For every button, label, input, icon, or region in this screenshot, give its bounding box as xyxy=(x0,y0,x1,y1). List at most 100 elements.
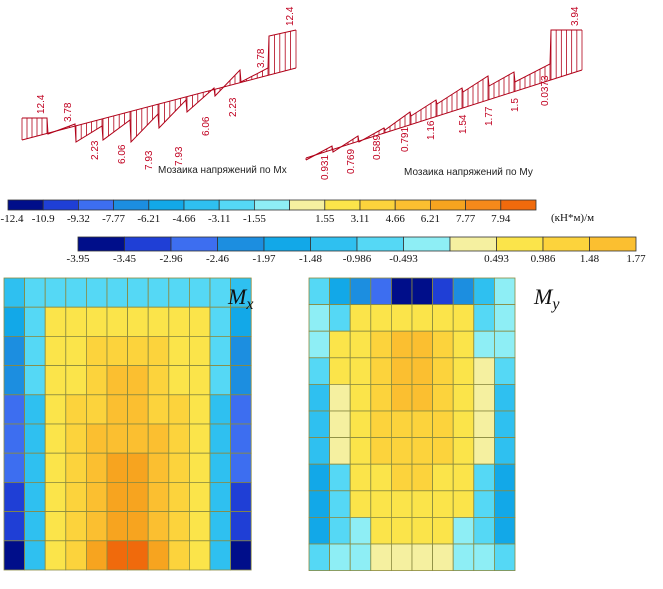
mosaic-cell xyxy=(230,481,252,512)
mosaic-cell xyxy=(390,330,413,359)
mosaic-cell xyxy=(24,511,46,542)
mosaic-cell xyxy=(473,437,495,465)
mosaic-cell xyxy=(493,330,516,359)
mosaic-cell xyxy=(411,490,434,518)
mosaic-cell xyxy=(168,306,190,337)
mosaic-cell xyxy=(329,517,351,545)
scale-tick-label: -1.48 xyxy=(299,253,322,265)
diagram-value-label: 2.23 xyxy=(228,97,239,117)
mosaic-cell xyxy=(65,511,87,542)
scale-swatch xyxy=(124,236,172,252)
scale-swatch xyxy=(449,236,497,252)
mosaic-cell xyxy=(106,365,129,396)
mosaic-cell xyxy=(411,383,434,412)
mosaic-cell xyxy=(3,394,26,425)
mosaic-cell xyxy=(452,410,475,439)
mosaic-cell xyxy=(390,490,413,518)
mosaic-cell xyxy=(65,335,87,366)
mosaic-cell xyxy=(452,357,475,385)
mosaic-cell xyxy=(432,543,454,572)
mosaic-cell xyxy=(370,357,392,385)
scale-tick-label: -3.45 xyxy=(113,253,136,265)
scale-swatch xyxy=(289,199,326,211)
mosaic-cell xyxy=(230,511,252,542)
mosaic-cell xyxy=(188,335,211,366)
scale-swatch xyxy=(310,236,358,252)
mosaic-cell xyxy=(370,517,392,545)
mosaic-cell xyxy=(473,277,495,306)
mosaic-cell xyxy=(230,540,252,571)
mosaic-cell xyxy=(411,330,434,359)
mosaic-cell xyxy=(329,357,351,385)
mosaic-cell xyxy=(493,410,516,439)
mosaic-cell xyxy=(230,365,252,396)
mosaic-cell xyxy=(349,437,372,465)
mosaic-cell xyxy=(390,383,413,412)
mosaic-cell xyxy=(390,277,413,306)
diagram-value-label: 0.769 xyxy=(346,149,357,174)
mosaic-cell xyxy=(411,410,434,439)
mosaic-cell xyxy=(329,383,351,412)
scale-tick-label: 3.11 xyxy=(351,213,370,225)
mosaic-cell xyxy=(44,335,67,366)
diagram-value-label: 1.77 xyxy=(484,106,495,126)
mosaic-cell xyxy=(147,423,170,454)
diagram-value-label: 1.5 xyxy=(510,98,521,112)
mosaic-cell xyxy=(308,437,331,465)
mosaic-cell xyxy=(329,304,351,332)
mosaic-cell xyxy=(390,357,413,385)
mosaic-cell xyxy=(370,437,392,465)
mosaic-cell xyxy=(86,540,108,571)
mosaic-cell xyxy=(432,437,454,465)
mosaic-cell xyxy=(411,543,434,572)
diagram-value-label: 3.94 xyxy=(570,6,581,26)
scale-swatch xyxy=(394,199,431,211)
mosaic-cell xyxy=(452,490,475,518)
mosaic-cell xyxy=(452,463,475,492)
scale-tick-label: -0.493 xyxy=(389,253,418,265)
scale-swatch xyxy=(465,199,502,211)
mosaic-cell xyxy=(127,511,149,542)
mosaic-cell xyxy=(493,543,516,572)
scale-swatch xyxy=(148,199,185,211)
mosaic-cell xyxy=(432,277,454,306)
mosaic-cell xyxy=(188,481,211,512)
scale-swatch xyxy=(589,236,637,252)
diagram-value-label: 0.931 xyxy=(320,155,331,180)
mosaic-cell xyxy=(370,463,392,492)
mosaic-cell xyxy=(188,540,211,571)
mosaic-cell xyxy=(188,365,211,396)
scale-swatch xyxy=(253,199,290,211)
scale-unit-label: (кН*м)/м xyxy=(551,212,594,224)
mosaic-cell xyxy=(329,277,351,306)
scale-swatch xyxy=(403,236,451,252)
mosaic-cell xyxy=(3,481,26,512)
mosaic-cell xyxy=(44,365,67,396)
scale-tick-label: -7.77 xyxy=(102,213,125,225)
diagram-value-label: 1.54 xyxy=(458,114,469,134)
mosaic-cell xyxy=(230,423,252,454)
mosaic-cell xyxy=(127,540,149,571)
scale-swatch xyxy=(218,199,255,211)
mosaic-cell xyxy=(308,490,331,518)
my-mosaic xyxy=(308,277,516,572)
mosaic-cell xyxy=(65,423,87,454)
scale-tick-label: -1.55 xyxy=(243,213,266,225)
scale-swatch xyxy=(356,236,404,252)
mosaic-cell xyxy=(106,452,129,483)
mosaic-cell xyxy=(308,463,331,492)
scale-tick-label: 7.94 xyxy=(491,213,511,225)
mosaic-cell xyxy=(308,410,331,439)
mosaic-cell xyxy=(24,423,46,454)
mosaic-cell xyxy=(24,335,46,366)
mosaic-cell xyxy=(168,452,190,483)
mosaic-cell xyxy=(168,365,190,396)
mosaic-cell xyxy=(65,365,87,396)
scale-tick-label: -1.97 xyxy=(253,253,276,265)
mosaic-cell xyxy=(411,277,434,306)
mosaic-cell xyxy=(147,335,170,366)
mosaic-cell xyxy=(147,365,170,396)
diagram-outline xyxy=(22,29,297,144)
scale-swatch xyxy=(324,199,361,211)
diagram-value-label: 2.23 xyxy=(90,140,101,160)
